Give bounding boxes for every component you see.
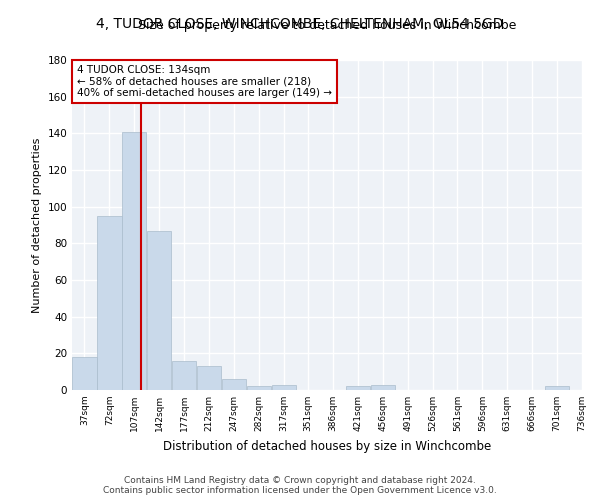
Bar [545, 386, 569, 390]
Text: 4, TUDOR CLOSE, WINCHCOMBE, CHELTENHAM, GL54 5GD: 4, TUDOR CLOSE, WINCHCOMBE, CHELTENHAM, … [96, 18, 504, 32]
Bar [247, 386, 271, 390]
Bar [197, 366, 221, 390]
X-axis label: Distribution of detached houses by size in Winchcombe: Distribution of detached houses by size … [163, 440, 491, 452]
Bar [346, 386, 370, 390]
Bar [122, 132, 146, 390]
Bar [97, 216, 122, 390]
Title: Size of property relative to detached houses in Winchcombe: Size of property relative to detached ho… [138, 20, 516, 32]
Bar [172, 360, 196, 390]
Bar [272, 384, 296, 390]
Bar [222, 379, 246, 390]
Bar [72, 357, 97, 390]
Text: 4 TUDOR CLOSE: 134sqm
← 58% of detached houses are smaller (218)
40% of semi-det: 4 TUDOR CLOSE: 134sqm ← 58% of detached … [77, 65, 332, 98]
Y-axis label: Number of detached properties: Number of detached properties [32, 138, 42, 312]
Bar [147, 230, 172, 390]
Text: Contains HM Land Registry data © Crown copyright and database right 2024.
Contai: Contains HM Land Registry data © Crown c… [103, 476, 497, 495]
Bar [371, 384, 395, 390]
